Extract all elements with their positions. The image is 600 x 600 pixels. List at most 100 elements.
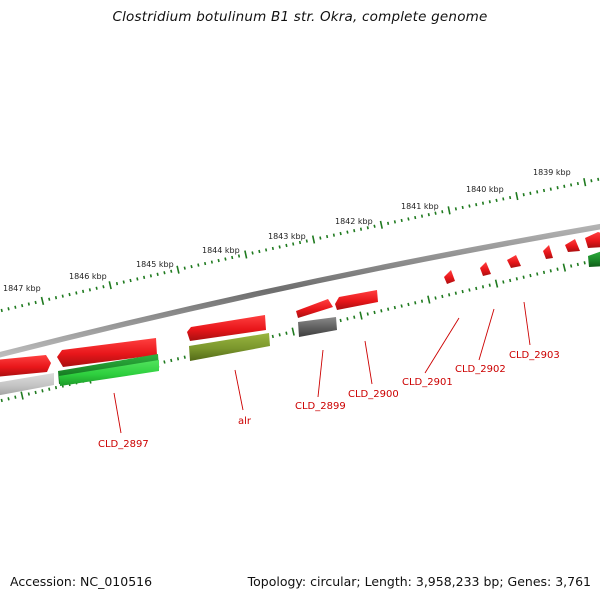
minor-tick [475, 286, 478, 291]
gene-feature[interactable] [298, 317, 337, 337]
gene-feature[interactable] [335, 290, 378, 310]
gene-feature[interactable] [59, 360, 159, 386]
leader-line [317, 349, 324, 398]
gene-feature[interactable] [57, 338, 157, 367]
accession-text: Accession: NC_010516 [10, 574, 153, 589]
minor-tick [427, 213, 430, 217]
minor-tick [522, 275, 525, 279]
minor-tick [41, 389, 44, 393]
minor-tick [285, 331, 288, 335]
minor-tick [515, 277, 518, 281]
gene-feature[interactable] [0, 373, 54, 396]
minor-tick [373, 224, 376, 228]
minor-tick [34, 300, 37, 305]
minor-tick [34, 390, 37, 395]
reverse-strand-genes [0, 250, 600, 396]
minor-tick [271, 334, 274, 339]
major-tick [108, 281, 112, 290]
gene-feature[interactable] [507, 255, 521, 268]
minor-tick [122, 280, 125, 284]
minor-tick [366, 312, 369, 316]
gene-feature[interactable] [189, 333, 270, 361]
minor-tick [271, 246, 274, 251]
minor-tick [27, 392, 30, 396]
minor-tick [95, 286, 98, 290]
minor-tick [346, 317, 349, 321]
leader-line [424, 317, 460, 374]
minor-tick [102, 285, 105, 289]
gene-feature[interactable] [565, 239, 580, 252]
minor-tick [170, 269, 173, 273]
minor-tick [522, 193, 525, 197]
minor-tick [115, 281, 119, 286]
scale-label-1844: 1844 kbp [202, 246, 240, 255]
scale-label-1842: 1842 kbp [335, 217, 373, 226]
gene-feature[interactable] [543, 245, 553, 259]
scale-labels: 1839 kbp 1840 kbp 1841 kbp 1842 kbp 1843… [3, 168, 571, 293]
major-tick [40, 296, 45, 305]
gene-feature[interactable] [444, 270, 455, 284]
minor-tick [14, 395, 17, 399]
minor-tick [481, 285, 485, 289]
minor-tick [217, 258, 220, 263]
major-tick [359, 311, 363, 320]
minor-tick [237, 254, 241, 258]
minor-tick [549, 269, 552, 273]
minor-tick [190, 265, 193, 269]
minor-tick [407, 302, 410, 307]
minor-tick [332, 233, 335, 237]
minor-tick [414, 215, 417, 220]
minor-tick [434, 296, 437, 300]
major-tick [291, 327, 295, 336]
gene-feature[interactable] [480, 262, 491, 276]
leader-line [478, 308, 495, 361]
minor-tick [183, 355, 186, 359]
major-tick [494, 279, 499, 288]
scale-label-1839: 1839 kbp [533, 168, 571, 177]
minor-tick [21, 304, 24, 308]
minor-tick [448, 293, 451, 297]
minor-tick [278, 245, 281, 249]
major-tick [244, 250, 248, 259]
minor-tick [461, 289, 464, 294]
major-tick [379, 220, 383, 229]
gene-feature[interactable] [187, 315, 266, 341]
gene-label-cld-2899[interactable]: CLD_2899 [295, 401, 346, 412]
gene-feature[interactable] [0, 355, 51, 377]
minor-tick [68, 292, 71, 297]
scale-label-1841: 1841 kbp [401, 202, 439, 211]
leader-line [234, 369, 244, 411]
minor-tick [339, 318, 342, 323]
minor-tick [556, 267, 559, 271]
minor-tick [468, 204, 471, 208]
minor-tick [454, 291, 457, 295]
gene-label-cld-2900[interactable]: CLD_2900 [348, 389, 399, 400]
gene-feature[interactable] [296, 299, 333, 318]
minor-tick [441, 294, 444, 299]
gene-label-cld-2903[interactable]: CLD_2903 [509, 350, 560, 361]
gene-label-cld-2901[interactable]: CLD_2901 [402, 377, 453, 388]
minor-tick [542, 188, 546, 193]
minor-tick [393, 220, 396, 224]
minor-tick [149, 274, 152, 278]
gene-feature[interactable] [585, 232, 600, 248]
minor-tick [278, 333, 281, 337]
minor-tick [542, 270, 546, 275]
minor-tick [54, 385, 58, 390]
gene-label-cld-2902[interactable]: CLD_2902 [455, 364, 506, 375]
minor-tick [0, 308, 3, 313]
scale-label-1845: 1845 kbp [136, 260, 174, 269]
minor-tick [346, 230, 349, 234]
gene-feature[interactable] [588, 250, 600, 267]
minor-tick [339, 231, 342, 236]
minor-tick [285, 243, 288, 248]
minor-tick [556, 186, 559, 190]
minor-tick [597, 177, 600, 181]
minor-tick [366, 226, 369, 230]
outer-scale-track [0, 177, 600, 313]
gene-label-cld-2897[interactable]: CLD_2897 [98, 439, 149, 450]
minor-tick [156, 272, 159, 276]
gene-label-alr[interactable]: alr [238, 416, 252, 427]
minor-tick [420, 299, 424, 303]
minor-tick [353, 229, 356, 233]
